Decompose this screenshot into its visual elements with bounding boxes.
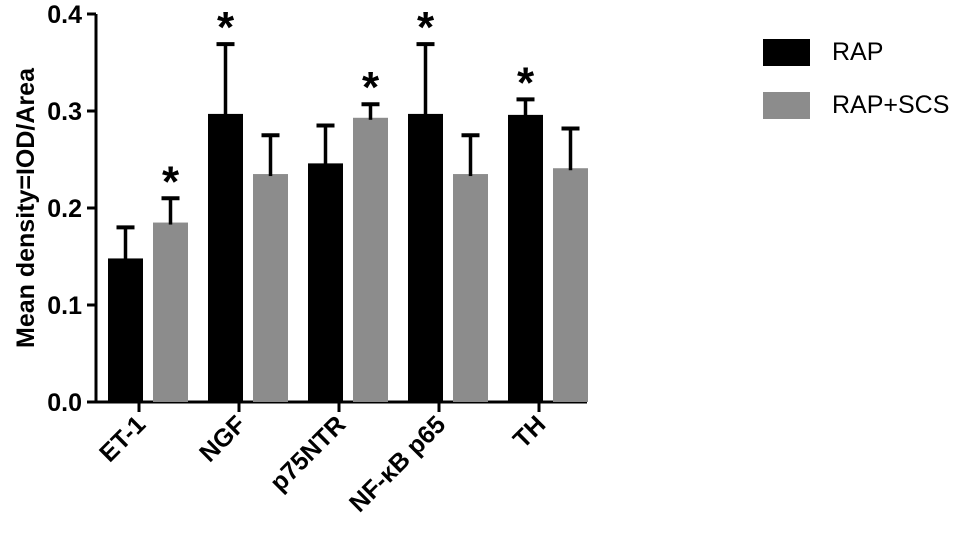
legend-label: RAP+SCS: [832, 91, 950, 119]
bar: [508, 114, 543, 402]
significance-asterisk: *: [517, 58, 535, 107]
bar: [308, 163, 343, 402]
y-axis-title: Mean density=IOD/Area: [12, 68, 40, 348]
x-tick-label: p75NTR: [265, 410, 352, 497]
bar: [253, 174, 288, 402]
chart-bars: * * * * *: [108, 3, 588, 402]
legend-label: RAP: [832, 38, 884, 66]
bar: [208, 113, 243, 402]
legend-swatch-rap-scs: [763, 92, 810, 119]
bar: [553, 168, 588, 402]
y-tick-label: 0.0: [47, 389, 82, 417]
bar: [408, 113, 443, 402]
bar: [153, 222, 188, 402]
significance-asterisk: *: [162, 157, 180, 206]
y-tick-label: 0.3: [47, 98, 82, 126]
y-tick-label: 0.1: [47, 292, 82, 320]
significance-asterisk: *: [362, 63, 380, 112]
significance-asterisk: *: [417, 3, 435, 52]
legend: RAP RAP+SCS: [763, 26, 949, 132]
x-tick-label: TH: [508, 410, 551, 453]
legend-swatch-rap: [763, 39, 810, 66]
bar: [353, 117, 388, 402]
x-tick-label: NF-κB p65: [344, 410, 451, 517]
legend-item-rap-scs: RAP+SCS: [763, 79, 949, 132]
bar: [453, 174, 488, 402]
x-tick-label: ET-1: [94, 410, 151, 467]
y-tick-label: 0.2: [47, 195, 82, 223]
legend-item-rap: RAP: [763, 26, 949, 79]
y-tick-label: 0.4: [47, 1, 82, 29]
bar: [108, 258, 143, 402]
x-tick-label: NGF: [194, 410, 251, 467]
significance-asterisk: *: [217, 3, 235, 52]
